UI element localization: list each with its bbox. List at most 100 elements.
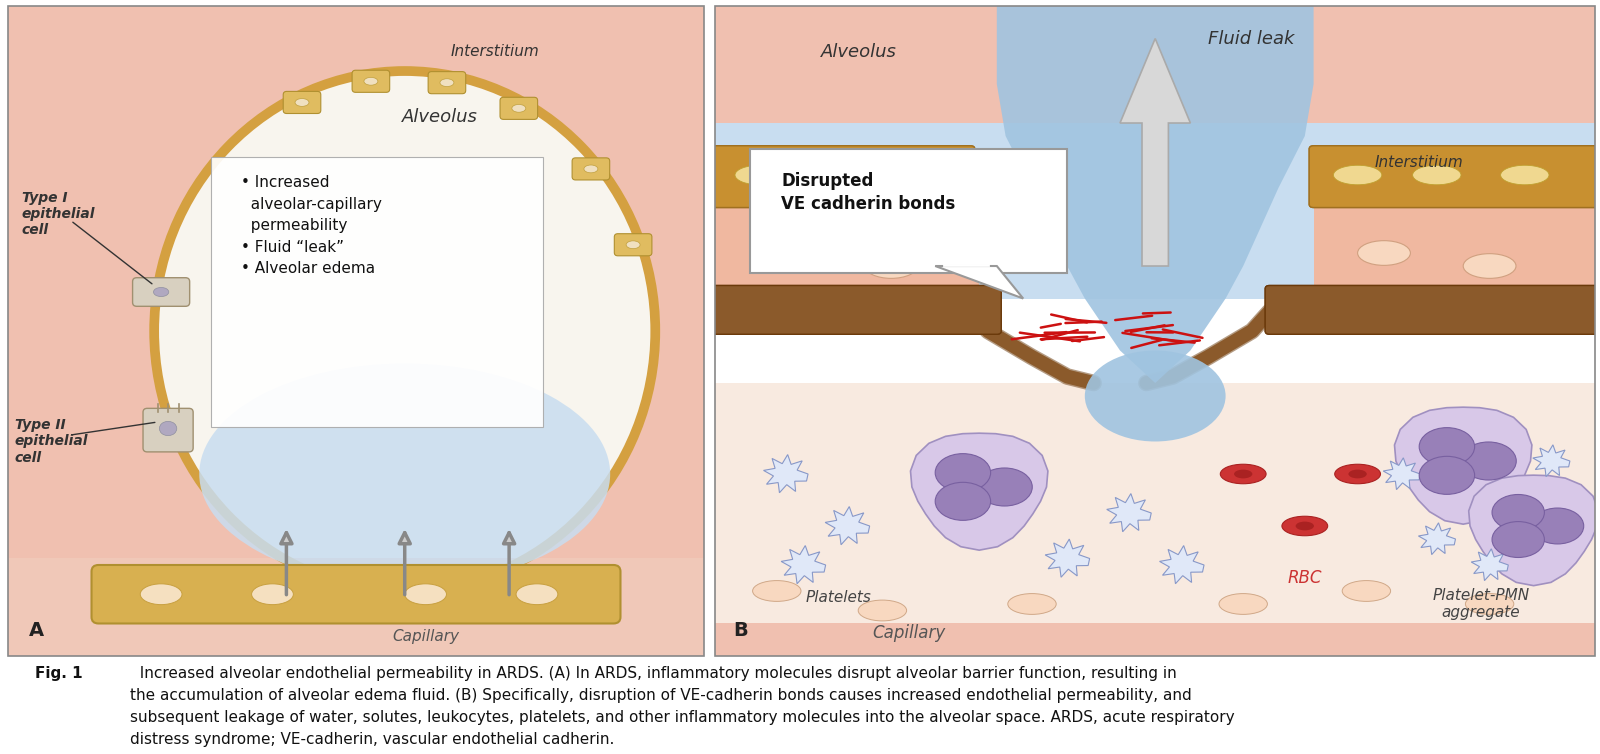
Ellipse shape xyxy=(200,363,610,584)
Ellipse shape xyxy=(1221,464,1266,484)
Polygon shape xyxy=(781,546,826,584)
Polygon shape xyxy=(934,266,1024,299)
Ellipse shape xyxy=(1461,442,1517,480)
Text: Interstitium: Interstitium xyxy=(451,44,539,59)
Ellipse shape xyxy=(154,71,656,591)
Ellipse shape xyxy=(1464,253,1517,278)
Text: Platelet-PMN
aggregate: Platelet-PMN aggregate xyxy=(1432,588,1530,621)
Ellipse shape xyxy=(778,241,830,265)
Ellipse shape xyxy=(512,105,526,112)
Ellipse shape xyxy=(1413,165,1461,185)
FancyBboxPatch shape xyxy=(283,91,320,114)
FancyBboxPatch shape xyxy=(710,146,974,207)
FancyBboxPatch shape xyxy=(352,70,390,92)
Ellipse shape xyxy=(1333,165,1382,185)
FancyBboxPatch shape xyxy=(133,277,190,306)
Ellipse shape xyxy=(405,584,446,605)
Polygon shape xyxy=(1472,549,1509,581)
Ellipse shape xyxy=(1349,470,1366,478)
Text: Alveolus: Alveolus xyxy=(821,42,896,60)
Text: Increased alveolar endothelial permeability in ARDS. (A) In ARDS, inflammatory m: Increased alveolar endothelial permeabil… xyxy=(131,666,1235,747)
Ellipse shape xyxy=(1493,495,1544,530)
FancyBboxPatch shape xyxy=(750,149,1067,272)
Polygon shape xyxy=(1533,445,1570,477)
Ellipse shape xyxy=(1342,581,1390,602)
Polygon shape xyxy=(1384,458,1421,489)
Ellipse shape xyxy=(160,421,176,436)
Ellipse shape xyxy=(1008,593,1056,615)
Ellipse shape xyxy=(517,584,558,605)
Text: Fluid leak: Fluid leak xyxy=(1208,29,1294,48)
Polygon shape xyxy=(1419,523,1456,555)
Text: Type I
epithelial
cell: Type I epithelial cell xyxy=(22,191,96,238)
FancyBboxPatch shape xyxy=(1266,286,1600,334)
Ellipse shape xyxy=(154,287,168,296)
Text: B: B xyxy=(733,621,747,639)
FancyBboxPatch shape xyxy=(614,234,651,256)
FancyBboxPatch shape xyxy=(1314,201,1595,292)
Ellipse shape xyxy=(978,468,1032,506)
Ellipse shape xyxy=(626,241,640,249)
Polygon shape xyxy=(1395,407,1531,524)
Ellipse shape xyxy=(1282,516,1328,536)
FancyBboxPatch shape xyxy=(715,383,1595,656)
FancyBboxPatch shape xyxy=(715,6,1595,299)
FancyBboxPatch shape xyxy=(8,559,704,656)
Ellipse shape xyxy=(251,584,293,605)
Text: • Increased
  alveolar-capillary
  permeability
• Fluid “leak”
• Alveolar edema: • Increased alveolar-capillary permeabil… xyxy=(242,175,382,277)
FancyBboxPatch shape xyxy=(715,201,979,292)
Ellipse shape xyxy=(1334,464,1381,484)
Ellipse shape xyxy=(752,581,802,602)
Text: RBC: RBC xyxy=(1288,569,1322,587)
Ellipse shape xyxy=(1296,522,1314,530)
Ellipse shape xyxy=(584,165,598,173)
Ellipse shape xyxy=(1493,522,1544,557)
Ellipse shape xyxy=(294,99,309,106)
Ellipse shape xyxy=(440,78,454,87)
Polygon shape xyxy=(1160,546,1205,584)
Ellipse shape xyxy=(866,253,918,278)
FancyBboxPatch shape xyxy=(715,6,1595,123)
Polygon shape xyxy=(826,507,870,544)
Ellipse shape xyxy=(734,165,784,185)
Ellipse shape xyxy=(1085,351,1226,442)
FancyBboxPatch shape xyxy=(8,6,704,656)
Text: Capillary: Capillary xyxy=(392,629,459,644)
Polygon shape xyxy=(1107,494,1152,532)
Text: Capillary: Capillary xyxy=(872,624,946,642)
Polygon shape xyxy=(1045,539,1090,578)
Polygon shape xyxy=(997,6,1314,383)
Ellipse shape xyxy=(814,165,862,185)
Text: Platelets: Platelets xyxy=(805,590,872,605)
FancyBboxPatch shape xyxy=(715,624,1595,656)
Polygon shape xyxy=(763,455,808,493)
FancyBboxPatch shape xyxy=(91,565,621,624)
FancyBboxPatch shape xyxy=(1309,146,1600,207)
Ellipse shape xyxy=(363,78,378,85)
Ellipse shape xyxy=(1234,470,1253,478)
FancyBboxPatch shape xyxy=(142,409,194,452)
Ellipse shape xyxy=(1358,241,1411,265)
Ellipse shape xyxy=(141,584,182,605)
Ellipse shape xyxy=(934,454,990,492)
Text: Type II
epithelial
cell: Type II epithelial cell xyxy=(14,418,88,464)
FancyBboxPatch shape xyxy=(573,158,610,180)
Ellipse shape xyxy=(934,483,990,520)
Ellipse shape xyxy=(858,600,907,621)
Ellipse shape xyxy=(1419,456,1475,495)
Ellipse shape xyxy=(1531,508,1584,544)
Text: A: A xyxy=(29,621,45,639)
Text: Alveolus: Alveolus xyxy=(402,108,477,125)
Ellipse shape xyxy=(1501,165,1549,185)
Text: Interstitium: Interstitium xyxy=(1374,155,1464,170)
FancyBboxPatch shape xyxy=(429,72,466,93)
Ellipse shape xyxy=(893,165,942,185)
FancyBboxPatch shape xyxy=(211,157,542,428)
FancyBboxPatch shape xyxy=(710,286,1002,334)
FancyBboxPatch shape xyxy=(501,97,538,119)
Ellipse shape xyxy=(1219,593,1267,615)
Text: Fig. 1: Fig. 1 xyxy=(35,666,83,681)
Polygon shape xyxy=(1120,38,1190,266)
Text: Disrupted
VE cadherin bonds: Disrupted VE cadherin bonds xyxy=(781,172,955,213)
Ellipse shape xyxy=(1419,428,1475,466)
